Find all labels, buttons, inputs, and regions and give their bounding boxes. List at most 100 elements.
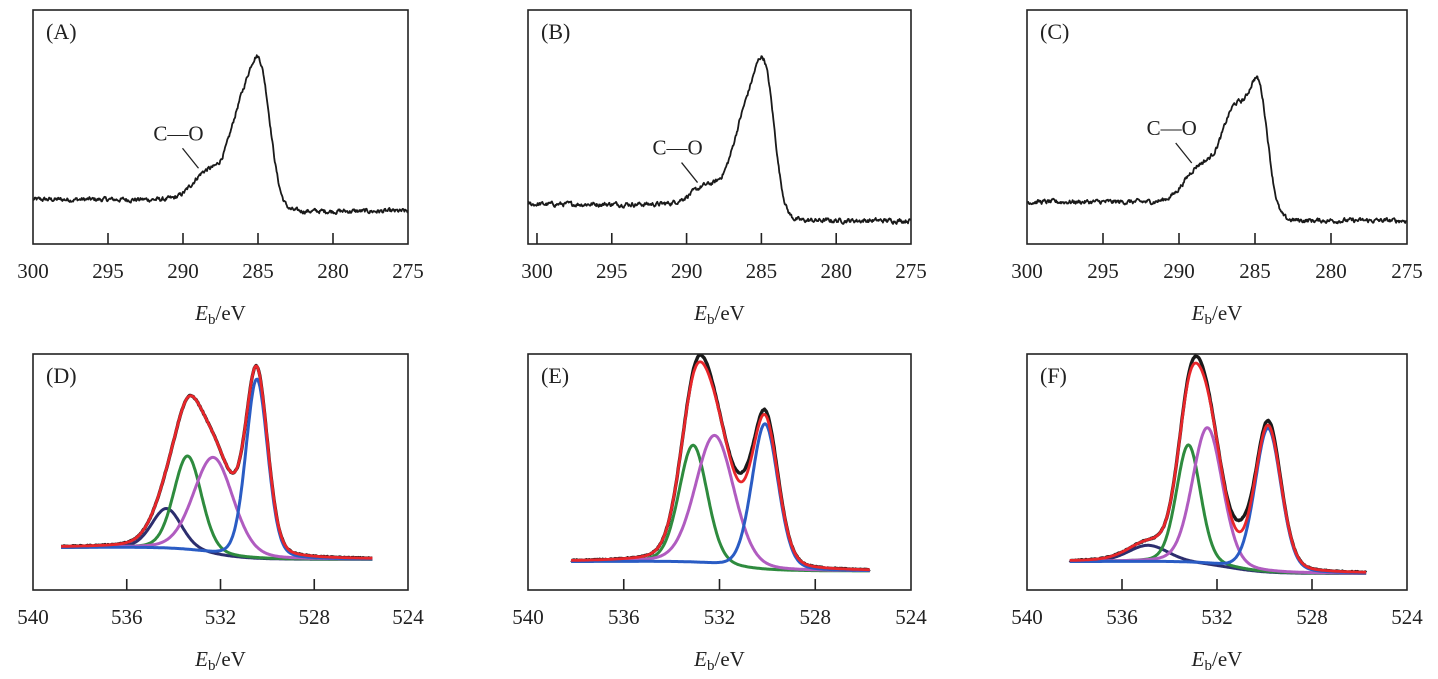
annotation-leader-line	[681, 162, 699, 183]
plot-area	[1027, 75, 1407, 225]
x-tick-label: 280	[820, 259, 852, 283]
x-axis-title: Eb/eV	[1191, 647, 1243, 674]
x-axis-title: Eb/eV	[693, 647, 745, 674]
panel-f: 540 536 532 528 524 Eb/eV (F)	[1011, 353, 1423, 674]
x-axis-unit: /eV	[1212, 647, 1242, 671]
plot-area	[570, 354, 871, 573]
plot-area	[60, 363, 374, 561]
x-tick-label: 524	[392, 605, 424, 629]
x-axis-unit: /eV	[1212, 301, 1242, 325]
x-tick-label: 295	[92, 259, 124, 283]
x-axis-title: Eb/eV	[693, 301, 745, 328]
x-axis-subscript: b	[707, 312, 715, 328]
x-tick-label: 280	[317, 259, 349, 283]
x-tick-label: 285	[746, 259, 778, 283]
plot-frame	[1026, 353, 1408, 591]
x-axis-subscript: b	[208, 658, 216, 674]
x-tick-label: 540	[1011, 605, 1043, 629]
x-axis-title: Eb/eV	[1191, 301, 1243, 328]
x-tick-label: 532	[205, 605, 237, 629]
x-axis-title: Eb/eV	[194, 647, 246, 674]
fit-component-line-1	[570, 443, 871, 573]
x-tick-label: 275	[895, 259, 927, 283]
x-tick-label: 528	[299, 605, 331, 629]
panel-a: 300 295 290 285 280 275 Eb/eV (A) C—O	[17, 9, 424, 328]
x-tick-label: 300	[521, 259, 553, 283]
x-tick-label: 290	[1163, 259, 1195, 283]
measured-spectrum-line	[33, 54, 408, 215]
x-tick-label: 524	[1391, 605, 1423, 629]
fit-envelope-line	[1069, 361, 1367, 574]
x-axis-symbol: E	[194, 301, 208, 325]
plot-frame	[527, 9, 912, 245]
annotation-leader-line	[181, 147, 200, 169]
x-tick-label: 300	[1011, 259, 1043, 283]
panel-label: (A)	[46, 19, 77, 44]
annotation-c-o-label: C—O	[1147, 116, 1197, 140]
annotation-c-o-label: C—O	[652, 136, 702, 160]
x-tick-label: 275	[392, 259, 424, 283]
x-tick-label: 295	[1087, 259, 1119, 283]
panel-label: (E)	[541, 363, 569, 388]
panel-label: (F)	[1040, 363, 1067, 388]
x-tick-label: 532	[704, 605, 736, 629]
x-axis-subscript: b	[707, 658, 715, 674]
annotation-leader-line	[1175, 142, 1193, 164]
panel-label: (D)	[46, 363, 77, 388]
x-tick-label: 295	[596, 259, 628, 283]
x-tick-label: 280	[1315, 259, 1347, 283]
measured-spectrum-line	[60, 363, 374, 561]
x-tick-label: 536	[111, 605, 143, 629]
x-axis-title: Eb/eV	[194, 301, 246, 328]
fit-envelope-line	[60, 364, 373, 560]
x-tick-label: 290	[167, 259, 199, 283]
x-tick-label: 540	[512, 605, 544, 629]
x-axis-symbol: E	[1191, 647, 1205, 671]
plot-frame	[527, 353, 912, 591]
x-tick-label: 285	[1239, 259, 1271, 283]
x-tick-label: 300	[17, 259, 49, 283]
x-axis-symbol: E	[693, 647, 707, 671]
x-axis-unit: /eV	[216, 647, 246, 671]
x-axis-symbol: E	[1191, 301, 1205, 325]
annotation-c-o-label: C—O	[153, 121, 203, 145]
x-axis-unit: /eV	[715, 647, 745, 671]
panel-c: 300 295 290 285 280 275 Eb/eV (C) C—O	[1011, 9, 1423, 328]
x-tick-label: 275	[1391, 259, 1423, 283]
x-axis-subscript: b	[1205, 312, 1213, 328]
plot-area	[1068, 354, 1368, 575]
x-axis-unit: /eV	[715, 301, 745, 325]
x-axis-subscript: b	[208, 312, 216, 328]
x-axis-symbol: E	[693, 301, 707, 325]
x-tick-label: 528	[1296, 605, 1328, 629]
x-tick-label: 532	[1201, 605, 1233, 629]
x-tick-label: 285	[242, 259, 274, 283]
plot-frame	[32, 353, 409, 591]
plot-frame	[32, 9, 409, 245]
measured-spectrum-line	[1027, 75, 1407, 225]
x-tick-label: 528	[800, 605, 832, 629]
panel-b: 300 295 290 285 280 275 Eb/eV (B) C—O	[521, 9, 927, 328]
plot-area	[33, 54, 408, 215]
panel-e: 540 536 532 528 524 Eb/eV (E)	[512, 353, 927, 674]
x-tick-label: 524	[895, 605, 927, 629]
x-axis-subscript: b	[1205, 658, 1213, 674]
fit-component-line-2	[570, 433, 871, 573]
x-tick-label: 540	[17, 605, 49, 629]
plot-frame	[1026, 9, 1408, 245]
fit-envelope-line	[570, 360, 871, 572]
plot-area	[528, 55, 911, 225]
x-axis-unit: /eV	[216, 301, 246, 325]
measured-spectrum-line	[570, 354, 871, 572]
panel-d: 540 536 532 528 524 Eb/eV (D)	[17, 353, 424, 674]
panel-label: (B)	[541, 19, 570, 44]
x-tick-label: 290	[671, 259, 703, 283]
fit-component-line-3	[570, 422, 871, 572]
measured-spectrum-line	[528, 55, 911, 225]
x-tick-label: 536	[608, 605, 640, 629]
x-tick-label: 536	[1106, 605, 1138, 629]
fit-component-line-4	[60, 377, 373, 561]
panel-label: (C)	[1040, 19, 1069, 44]
x-axis-symbol: E	[194, 647, 208, 671]
